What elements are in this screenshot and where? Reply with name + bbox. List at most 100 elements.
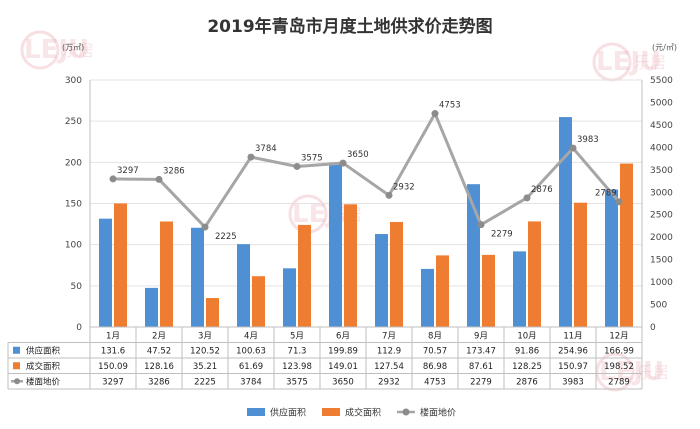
table-row-label: 供应面积 (26, 345, 61, 356)
category-label: 9月 (474, 332, 488, 342)
supply-bar (283, 268, 296, 327)
table-cell: 166.99 (604, 346, 634, 356)
price-point (155, 175, 163, 183)
table-cell: 2876 (516, 377, 538, 387)
table-cell: 3784 (240, 377, 262, 387)
watermark-text: 乐居 (637, 363, 669, 382)
price-line (112, 110, 621, 230)
legend-swatch (247, 408, 265, 416)
price-point (339, 159, 347, 167)
supply-bar (421, 268, 434, 327)
category-label: 12月 (609, 332, 628, 342)
y-right-tick-label: 1500 (650, 256, 673, 266)
supply-bar (559, 117, 572, 327)
table-cell: 86.98 (423, 362, 447, 372)
line-series: 3297 3286 2225 3784 3575 3650 2932 4753 2279 2876… (109, 101, 623, 242)
price-point (431, 110, 439, 118)
price-point-label: 2876 (531, 185, 553, 195)
price-point (523, 194, 531, 202)
category-label: 3月 (198, 332, 212, 342)
supply-bar (99, 218, 112, 327)
table-row-key (13, 346, 20, 354)
table-cell: 2225 (194, 377, 216, 387)
legend-swatch-marker (402, 408, 410, 416)
deal-bar (206, 298, 219, 327)
price-point (293, 162, 301, 170)
category-label: 10月 (517, 332, 536, 342)
supply-bar (605, 189, 618, 327)
price-point (477, 221, 485, 229)
watermark-text: 乐居 (62, 41, 94, 60)
chart-title: 2019年青岛市月度土地供求价走势图 (207, 16, 492, 37)
watermark-text: 乐居 (634, 53, 666, 72)
deal-bar (298, 224, 311, 327)
y-right-tick-label: 2000 (650, 233, 673, 243)
leju-watermark-right: LEJU 乐居 (592, 42, 666, 82)
deal-bar (114, 203, 127, 327)
y-right-tick-label: 5000 (650, 98, 673, 108)
supply-bar (237, 244, 250, 327)
table-cell: 2932 (378, 377, 400, 387)
y-left-tick-label: 200 (65, 158, 82, 168)
deal-bar (160, 221, 173, 327)
price-point-label: 3286 (163, 166, 185, 176)
y-left-axis: 0 50 100 150 200 250 300 (65, 76, 82, 333)
supply-bar (375, 234, 388, 327)
y-right-tick-label: 2500 (650, 211, 673, 221)
table-cell: 3297 (102, 377, 124, 387)
price-point (201, 223, 209, 231)
table-row-key-marker (14, 378, 20, 385)
category-label: 5月 (290, 332, 304, 342)
table-cell: 120.52 (190, 346, 220, 356)
price-point-label: 3983 (577, 135, 599, 145)
table-cell: 71.3 (288, 346, 307, 356)
watermark-logo-text: LEJU (24, 35, 89, 65)
table-cell: 47.52 (147, 346, 171, 356)
table-cell: 2789 (608, 377, 630, 387)
table-cell: 3650 (332, 377, 354, 387)
deal-bar (528, 221, 541, 327)
table-cell: 3286 (148, 377, 170, 387)
legend-label: 供应面积 (270, 407, 306, 419)
table-cell: 35.21 (193, 362, 217, 372)
price-point-label: 3297 (117, 166, 139, 176)
price-point-label: 2279 (491, 230, 513, 240)
price-point-label: 3575 (301, 153, 323, 163)
table-cell: 150.09 (98, 362, 128, 372)
deal-bar (436, 255, 449, 327)
table-cell: 3575 (286, 377, 308, 387)
deal-bar (390, 221, 403, 327)
category-label: 6月 (336, 332, 350, 342)
price-point (109, 175, 117, 183)
table-cell: 128.16 (144, 362, 174, 372)
supply-bar (513, 251, 526, 327)
table-cell: 112.9 (377, 346, 401, 356)
table-cell: 150.97 (558, 362, 588, 372)
y-left-unit: (万㎡) (62, 43, 84, 52)
table-row-key (13, 362, 20, 370)
supply-bar (329, 162, 342, 327)
y-left-tick-label: 50 (71, 282, 83, 292)
table-cell: 198.52 (604, 362, 634, 372)
table-cell: 199.89 (328, 346, 358, 356)
y-left-tick-label: 150 (65, 200, 82, 210)
table-cell: 123.98 (282, 362, 312, 372)
category-label: 4月 (244, 332, 258, 342)
table-cell: 87.61 (469, 362, 493, 372)
y-right-tick-label: 500 (650, 301, 667, 311)
table-cell: 127.54 (374, 362, 404, 372)
table-cell: 149.01 (328, 362, 358, 372)
y-right-unit: (元/㎡) (652, 43, 677, 52)
y-right-tick-label: 4500 (650, 121, 673, 131)
supply-bar (145, 287, 158, 327)
price-point (247, 153, 255, 161)
table-row-label: 楼面地价 (26, 376, 61, 387)
y-left-tick-label: 100 (65, 241, 82, 251)
table-cell: 128.25 (512, 362, 542, 372)
category-label: 8月 (428, 332, 442, 342)
y-right-tick-label: 1000 (650, 278, 673, 288)
table-cell: 131.6 (101, 346, 125, 356)
y-right-tick-label: 3500 (650, 166, 673, 176)
